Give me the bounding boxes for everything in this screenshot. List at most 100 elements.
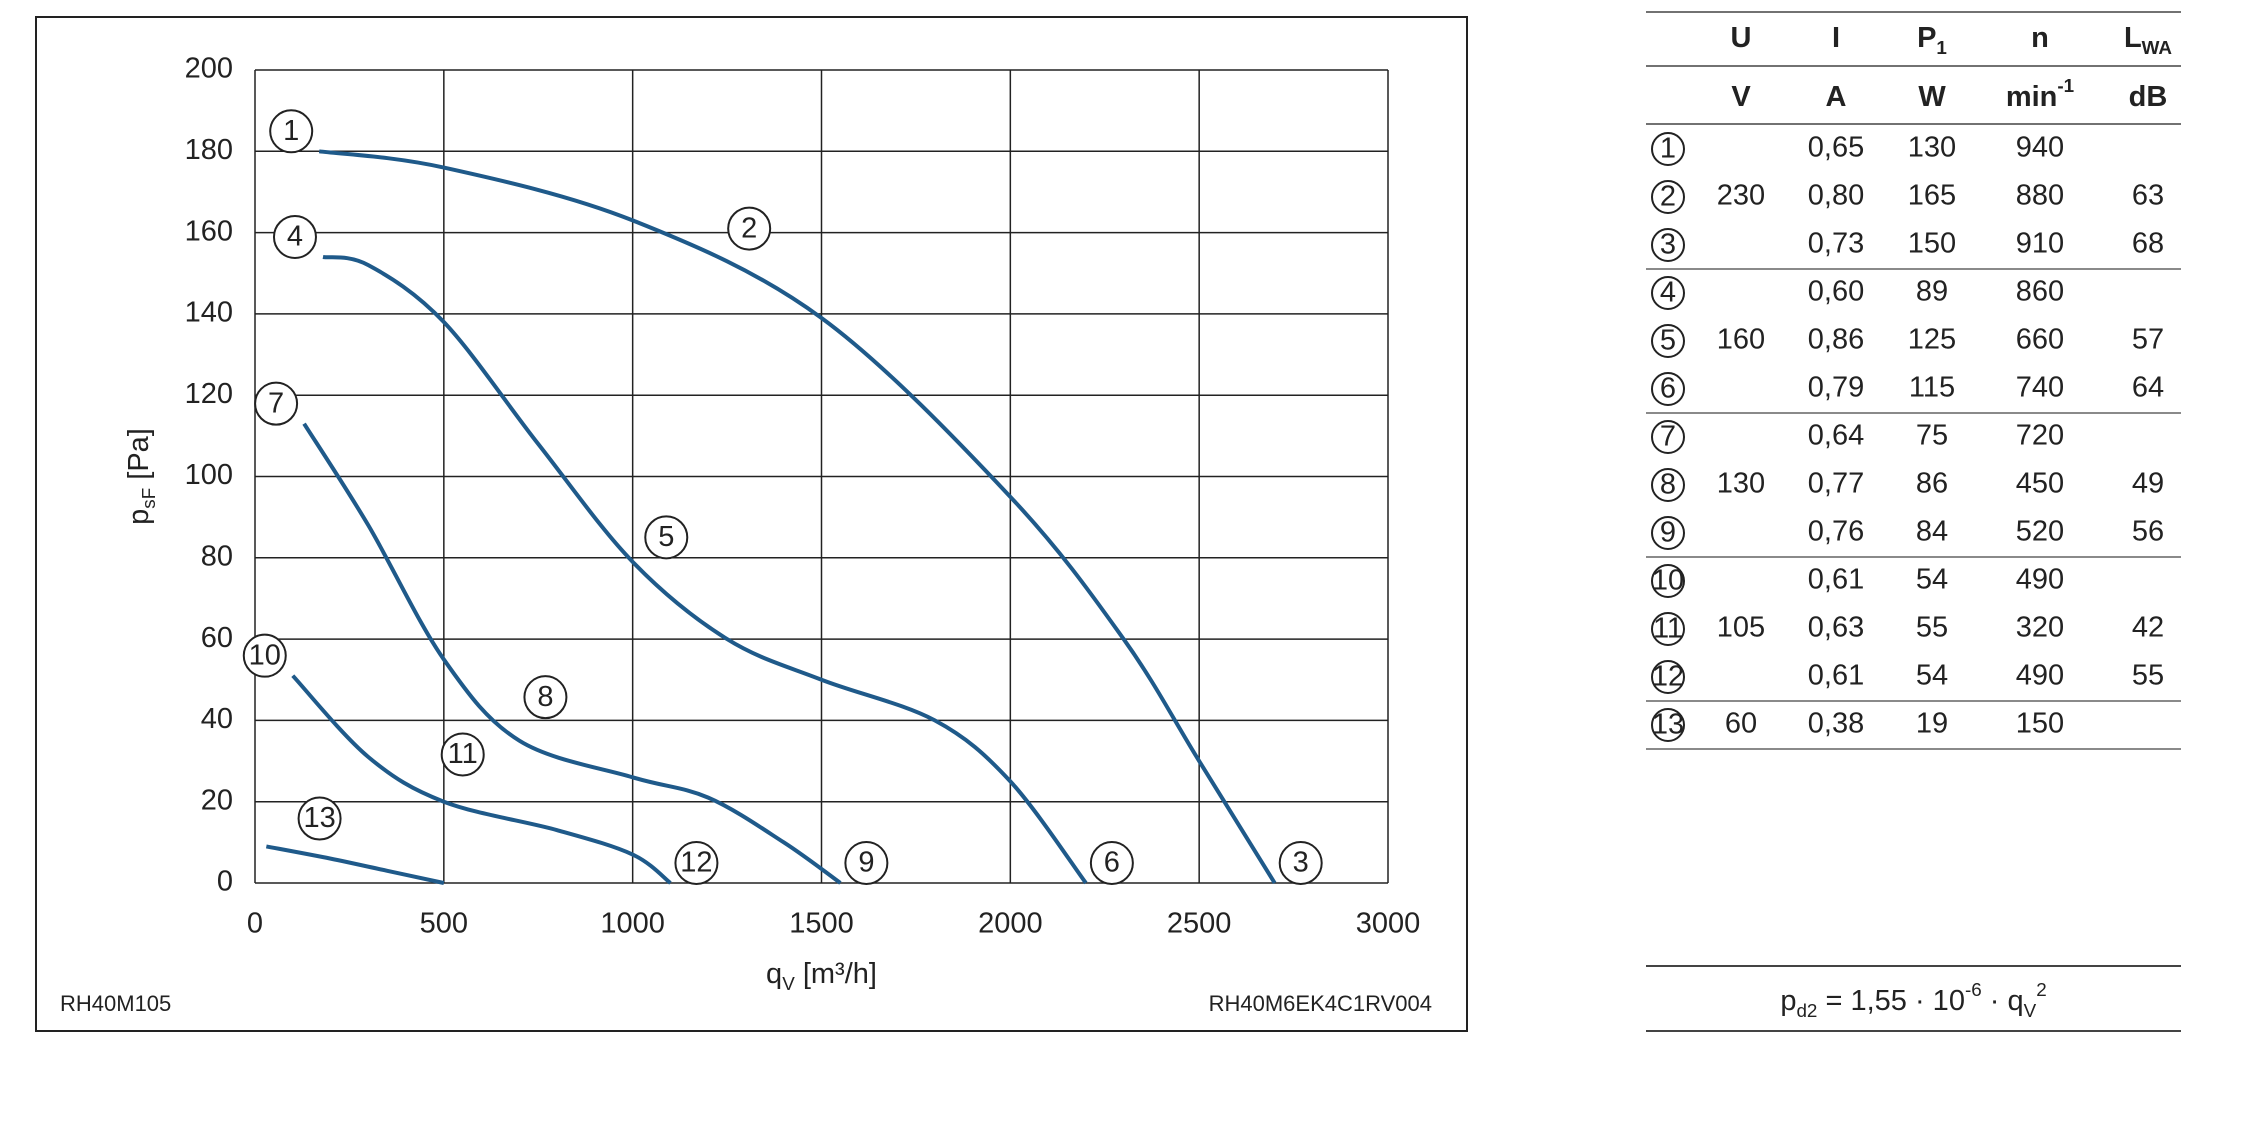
point-label: 11 [1653,613,1683,645]
text-part: 2 [2036,979,2046,1000]
point-label-circle [644,515,689,560]
point-label-circle [1278,841,1323,885]
text-part: WA [2142,37,2173,58]
table-cell: 860 [2016,276,2064,308]
point-label-circle [1651,132,1685,166]
point-label-circle [844,841,889,885]
point-label: 6 [1104,847,1120,879]
x-tick-label: 2500 [1167,908,1232,940]
point-label-circle [440,732,485,777]
table-unit: W [1918,81,1946,113]
y-tick-label: 60 [201,622,233,654]
table-cell: 520 [2016,516,2064,548]
x-tick-label: 1000 [600,908,665,940]
text-part: A [1826,81,1847,113]
table-cell: 230 [1717,180,1765,212]
table-cell: 130 [1717,468,1765,500]
y-tick-label: 40 [201,703,233,735]
point-label-circle [1651,708,1685,742]
point-label-circle [1651,420,1685,454]
point-label-circle [269,109,314,154]
table-cell: 115 [1909,372,1955,404]
table-cell: 84 [1916,516,1948,548]
table-header: LWA [2124,22,2172,59]
footer-left: RH40M105 [60,991,171,1016]
y-tick-label: 80 [201,540,233,572]
point-label-circle [272,214,317,259]
table-cell: 320 [2016,612,2064,644]
text-part: I [1832,22,1840,54]
point-label: 13 [303,802,335,834]
table-cell: 660 [2016,324,2064,356]
point-label-circle [1651,324,1685,358]
x-tick-label: 1500 [789,908,854,940]
y-tick-label: 120 [185,378,233,410]
table-cell: 165 [1908,180,1956,212]
point-label: 7 [1660,421,1676,453]
point-label: 2 [741,212,757,244]
table-cell: 0,79 [1808,372,1864,404]
y-tick-label: 100 [185,459,233,491]
text-part: [m³/h] [795,958,877,990]
point-label: 9 [1660,517,1676,549]
text-part: n [2031,22,2049,54]
fan-curve [291,674,672,885]
text-part: -6 [1965,979,1982,1000]
table-unit: A [1826,81,1847,113]
text-part: = 1,55 · 10 [1817,985,1965,1017]
fan-curve [265,844,445,885]
table-cell: 150 [1908,228,1956,260]
point-label-circle [1651,180,1685,214]
table-cell: 0,63 [1808,612,1864,644]
point-label-circle [297,796,342,841]
table-header: U [1731,22,1752,54]
table-header: I [1832,22,1840,54]
table-cell: 54 [1916,564,1948,596]
table-cell: 55 [2132,660,2164,692]
table-cell: 42 [2132,612,2164,644]
table-cell: 0,76 [1808,516,1864,548]
x-tick-label: 2000 [978,908,1043,940]
table-cell: 56 [2132,516,2164,548]
table-unit: dB [2129,81,2168,113]
table-cell: 75 [1916,420,1948,452]
point-label: 4 [287,221,303,253]
point-label: 10 [1652,565,1684,597]
table-cell: 490 [2016,660,2064,692]
point-label: 10 [249,639,281,671]
text-part: p [123,509,155,525]
table-cell: 68 [2132,228,2164,260]
point-label: 4 [1660,277,1676,309]
table-unit: V [1731,81,1751,113]
point-label-circle [1089,841,1134,885]
point-label: 8 [537,681,553,713]
table-cell: 940 [2016,132,2064,164]
table-cell: 0,61 [1808,660,1864,692]
table-header: P1 [1917,22,1947,59]
x-tick-label: 0 [247,908,263,940]
text-part: min [2006,81,2058,113]
table-cell: 490 [2016,564,2064,596]
text-part: W [1918,81,1946,113]
table-cell: 0,73 [1808,228,1864,260]
text-part: V [1731,81,1751,113]
table-cell: 0,38 [1808,708,1864,740]
table-cell: 55 [1916,612,1948,644]
text-part: d2 [1796,1000,1817,1021]
table-cell: 0,80 [1808,180,1864,212]
table-cell: 19 [1916,708,1948,740]
table-cell: 105 [1717,612,1765,644]
point-label: 1 [283,115,299,147]
point-label: 12 [1652,661,1684,693]
y-tick-label: 140 [185,297,233,329]
text-part: 1 [1936,37,1946,58]
point-label-circle [1651,516,1685,550]
table-cell: 740 [2016,372,2064,404]
y-tick-label: 180 [185,134,233,166]
table-header: n [2031,22,2049,54]
table-cell: 160 [1717,324,1765,356]
text-part: V [782,973,795,994]
table-cell: 0,61 [1808,564,1864,596]
point-label-circle [1651,276,1685,310]
x-tick-label: 500 [420,908,468,940]
